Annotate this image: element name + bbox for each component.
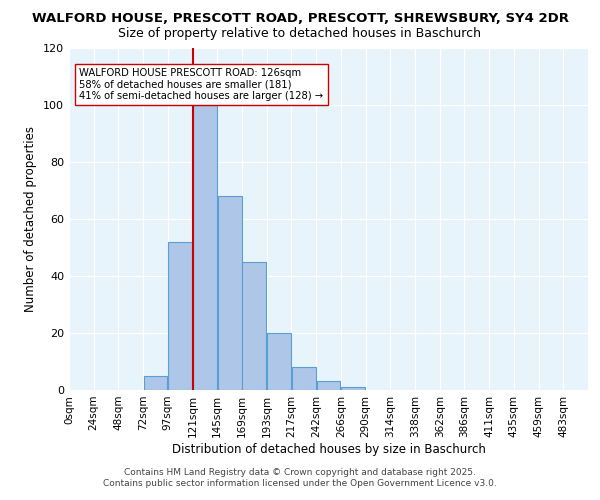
Bar <box>292 367 316 390</box>
Bar <box>143 376 167 390</box>
Text: WALFORD HOUSE, PRESCOTT ROAD, PRESCOTT, SHREWSBURY, SY4 2DR: WALFORD HOUSE, PRESCOTT ROAD, PRESCOTT, … <box>32 12 569 26</box>
Y-axis label: Number of detached properties: Number of detached properties <box>25 126 37 312</box>
Text: Size of property relative to detached houses in Baschurch: Size of property relative to detached ho… <box>119 28 482 40</box>
Bar <box>242 262 266 390</box>
Bar <box>341 387 365 390</box>
Text: WALFORD HOUSE PRESCOTT ROAD: 126sqm
58% of detached houses are smaller (181)
41%: WALFORD HOUSE PRESCOTT ROAD: 126sqm 58% … <box>79 68 323 101</box>
Bar <box>168 242 192 390</box>
Text: Contains HM Land Registry data © Crown copyright and database right 2025.
Contai: Contains HM Land Registry data © Crown c… <box>103 468 497 487</box>
Bar <box>267 333 291 390</box>
Bar <box>193 104 217 390</box>
Bar <box>317 382 340 390</box>
X-axis label: Distribution of detached houses by size in Baschurch: Distribution of detached houses by size … <box>172 442 485 456</box>
Bar <box>218 196 242 390</box>
